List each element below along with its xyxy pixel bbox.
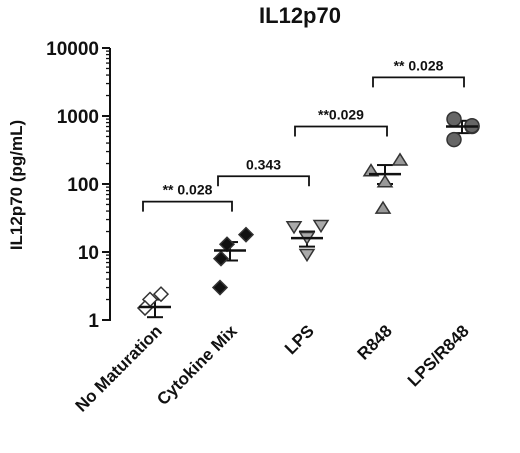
data-point xyxy=(298,248,316,263)
comparison-bracket-2 xyxy=(294,125,388,137)
comparison-label-2: **0.029 xyxy=(318,107,364,123)
comparison-label-3: ** 0.028 xyxy=(394,57,444,73)
y-tick-label-3: 1000 xyxy=(57,107,99,128)
data-point xyxy=(212,250,230,267)
comparison-bracket-1 xyxy=(217,175,310,187)
y-tick-label-1: 10 xyxy=(78,243,99,264)
x-category-label-2: LPS xyxy=(281,321,318,358)
group-4 xyxy=(446,111,480,148)
comparison-label-0: ** 0.028 xyxy=(163,182,213,198)
x-category-label-3: R848 xyxy=(354,321,396,363)
x-category-label-0: No Maturation xyxy=(72,321,166,415)
y-tick-label-0: 1 xyxy=(88,311,99,332)
group-1 xyxy=(211,226,255,296)
comparison-brackets: ** 0.028 0.343 **0.029 ** 0.028 xyxy=(142,57,465,212)
data-point xyxy=(374,200,392,214)
y-tick-label-4: 10000 xyxy=(46,39,99,60)
data-point xyxy=(152,286,170,303)
data-point xyxy=(312,219,330,234)
chart-title: IL12p70 xyxy=(259,3,341,28)
data-point xyxy=(237,226,255,243)
data-point xyxy=(446,131,462,148)
comparison-bracket-0 xyxy=(142,200,233,212)
data-point xyxy=(391,152,409,166)
y-tick-label-2: 100 xyxy=(67,175,99,196)
group-0 xyxy=(136,286,171,319)
x-category-label-1: Cytokine Mix xyxy=(153,321,241,409)
data-groups xyxy=(136,111,480,319)
group-2 xyxy=(285,219,330,263)
data-point xyxy=(211,279,229,296)
data-point xyxy=(285,221,303,235)
comparison-bracket-3 xyxy=(372,76,465,88)
data-point xyxy=(446,111,462,127)
group-3 xyxy=(362,152,409,214)
y-axis-label: IL12p70 (pg/mL) xyxy=(7,120,26,250)
data-point xyxy=(218,236,236,253)
data-point xyxy=(376,174,394,188)
x-category-label-4: LPS/R848 xyxy=(404,321,473,390)
comparison-label-1: 0.343 xyxy=(246,156,281,172)
